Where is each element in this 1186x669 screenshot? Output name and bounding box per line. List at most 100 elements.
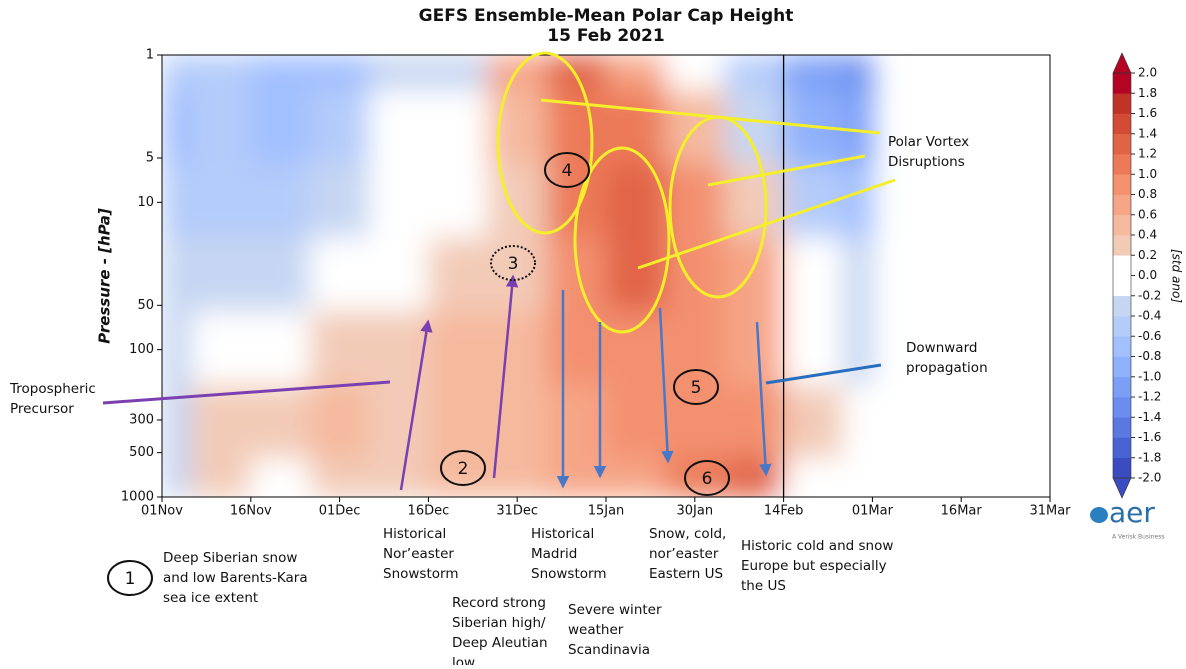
marker-circle <box>440 450 486 486</box>
annotation: Nor’easter <box>383 546 454 562</box>
marker-label: 6 <box>702 469 713 489</box>
heatmap-cell <box>369 237 429 312</box>
x-tick-label: 16Dec <box>408 504 450 519</box>
highlight-ellipse <box>496 51 594 235</box>
annotation: sea ice extent <box>163 590 258 606</box>
heatmap-cell <box>310 458 370 497</box>
heatmap-cell <box>606 237 666 312</box>
heatmap-cell <box>250 163 311 238</box>
pointer-line <box>540 98 881 135</box>
heatmap-cell <box>783 458 844 497</box>
heatmap-cell <box>783 55 844 91</box>
annotation: Severe winter <box>568 602 662 618</box>
annotation: low <box>452 655 475 665</box>
heatmap-cell <box>724 384 785 459</box>
annotation: Snowstorm <box>383 566 458 582</box>
x-tick-label: 01Nov <box>141 504 183 519</box>
heatmap-cell <box>162 237 193 312</box>
annotation: Snowstorm <box>531 566 606 582</box>
heatmap-cell <box>191 163 252 238</box>
heatmap-cell <box>606 458 666 497</box>
heatmap <box>162 55 873 497</box>
annotation: Record strong <box>452 595 546 611</box>
annotation: Historical <box>383 526 446 542</box>
logo-mark <box>1090 507 1108 523</box>
marker-circle <box>490 245 536 281</box>
annotation: Downward <box>906 340 977 356</box>
x-tick-label: 14Feb <box>764 504 804 519</box>
heatmap-cell <box>310 55 370 91</box>
heatmap-cell <box>487 90 548 165</box>
heatmap-cell <box>428 384 489 459</box>
colorbar-tick-label: -0.6 <box>1138 329 1161 343</box>
heatmap-cells <box>162 55 873 497</box>
colorbar-swatch <box>1113 214 1131 236</box>
colorbar-swatch <box>1113 73 1131 94</box>
heatmap-cell <box>487 311 548 386</box>
pointer-line <box>102 380 391 405</box>
marker-label: 3 <box>508 254 519 274</box>
heatmap-cell <box>428 458 489 497</box>
marker-circle <box>544 152 590 188</box>
colorbar-tick-label: -0.8 <box>1138 349 1161 363</box>
heatmap-cell <box>783 384 844 459</box>
annotation: weather <box>568 622 624 638</box>
marker-circle <box>673 369 719 405</box>
annotation: Scandinavia <box>568 642 650 658</box>
heatmap-cell <box>250 311 311 386</box>
annotation: propagation <box>906 360 988 376</box>
colorbar-tick-label: -1.6 <box>1138 430 1161 444</box>
arrow <box>658 307 674 464</box>
heatmap-cell <box>250 90 311 165</box>
highlight-ellipse <box>573 146 671 334</box>
heatmap-cell <box>428 55 489 91</box>
annotation: Tropospheric <box>9 381 96 397</box>
colorbar-label: [std ano] <box>1170 249 1184 303</box>
colorbar-swatch <box>1113 93 1131 114</box>
annotation: Siberian high/ <box>452 615 546 631</box>
pointer-line <box>637 178 896 270</box>
annotation: nor’easter <box>649 546 719 562</box>
marker-circle <box>684 460 730 496</box>
y-tick-label: 50 <box>137 298 154 313</box>
heatmap-cell <box>842 90 873 165</box>
heatmap-cell <box>842 311 873 386</box>
annotation: Precursor <box>10 401 74 417</box>
heatmap-cell <box>724 311 785 386</box>
heatmap-cell <box>191 311 252 386</box>
heatmap-cell <box>310 90 370 165</box>
arrow <box>399 319 433 491</box>
colorbar-swatch <box>1113 154 1131 175</box>
heatmap-cell <box>842 384 873 459</box>
heatmap-cell <box>162 90 193 165</box>
colorbar-tick-label: 1.2 <box>1138 147 1157 161</box>
colorbar-swatch <box>1113 376 1131 398</box>
annotation: the US <box>741 578 786 594</box>
colorbar-swatch <box>1113 316 1131 337</box>
marker-label: 5 <box>691 378 702 398</box>
colorbar-tick-label: -2.0 <box>1138 471 1161 485</box>
colorbar-extend-top <box>1112 52 1132 74</box>
annotation: Europe but especially <box>741 558 887 574</box>
heatmap-cell <box>369 163 429 238</box>
heatmap-cell <box>842 458 873 497</box>
colorbar-tick-label: 1.0 <box>1138 167 1157 181</box>
heatmap-cell <box>546 55 607 91</box>
colorbar-swatch <box>1113 174 1131 195</box>
colorbar-swatch <box>1113 417 1131 438</box>
overlay: 01Nov 16Nov 01Dec 16Dec 31Dec 15Jan 30Jan 14Feb… <box>9 48 1184 669</box>
colorbar-tick-label: 1.4 <box>1138 126 1157 140</box>
heatmap-cell <box>369 90 429 165</box>
colorbar-tick-label: -1.0 <box>1138 369 1161 383</box>
heatmap-cell <box>487 163 548 238</box>
x-tick-label: 16Nov <box>230 504 272 519</box>
colorbar-tick-label: 0.6 <box>1138 207 1157 221</box>
logo-tagline: A Verisk Business <box>1112 534 1164 541</box>
y-tick-label: 10 <box>137 195 154 210</box>
colorbar-swatch <box>1113 437 1131 459</box>
heatmap-cell <box>606 384 666 459</box>
x-tick-label: 30Jan <box>677 504 714 519</box>
colorbar-tick-label: -0.4 <box>1138 309 1161 323</box>
annotation: and low Barents-Kara <box>163 570 308 586</box>
heatmap-cell <box>724 90 785 165</box>
